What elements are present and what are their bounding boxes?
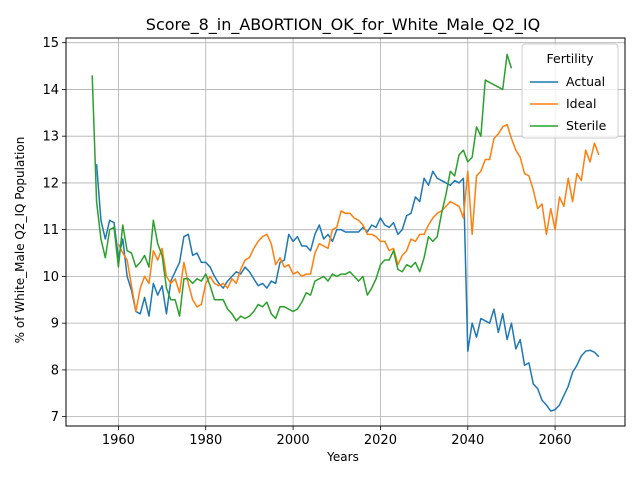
legend: Fertility Actual Ideal Sterile — [521, 43, 619, 139]
x-tick-label: 1980 — [189, 433, 222, 448]
y-tick-label: 12 — [42, 176, 59, 191]
legend-title: Fertility — [547, 51, 595, 66]
series-lines — [91, 53, 600, 412]
y-tick-label: 14 — [42, 83, 59, 98]
grid-lines — [66, 38, 625, 426]
legend-box — [521, 43, 619, 139]
series-line-ideal — [117, 123, 600, 313]
y-tick-label: 7 — [51, 410, 59, 425]
y-tick-label: 13 — [42, 130, 59, 145]
legend-label-ideal: Ideal — [566, 96, 596, 111]
x-tick-label: 1960 — [102, 433, 135, 448]
x-tick-label: 2040 — [451, 433, 484, 448]
y-axis-label: % of White_Male Q2_IQ Population — [13, 137, 27, 344]
plot-area-frame — [65, 37, 626, 427]
x-axis-label: Years — [326, 450, 359, 464]
y-tick-label: 15 — [42, 36, 59, 51]
series-line-actual — [95, 164, 600, 412]
y-tick-label: 9 — [51, 317, 59, 332]
legend-label-sterile: Sterile — [566, 118, 607, 133]
x-tick-label: 2020 — [364, 433, 397, 448]
series-line-sterile — [91, 53, 513, 322]
y-tick-label: 10 — [42, 270, 59, 285]
legend-label-actual: Actual — [566, 74, 605, 89]
x-tick-label: 2000 — [277, 433, 310, 448]
x-tick-label: 2060 — [539, 433, 572, 448]
y-tick-label: 8 — [51, 363, 59, 378]
y-tick-label: 11 — [42, 223, 59, 238]
axis-ticks: 1960 1980 2000 2020 2040 2060 7 8 9 10 11 12 13 14 15 — [42, 36, 571, 448]
chart-title: Score_8_in_ABORTION_OK_for_White_Male_Q2… — [146, 15, 540, 35]
